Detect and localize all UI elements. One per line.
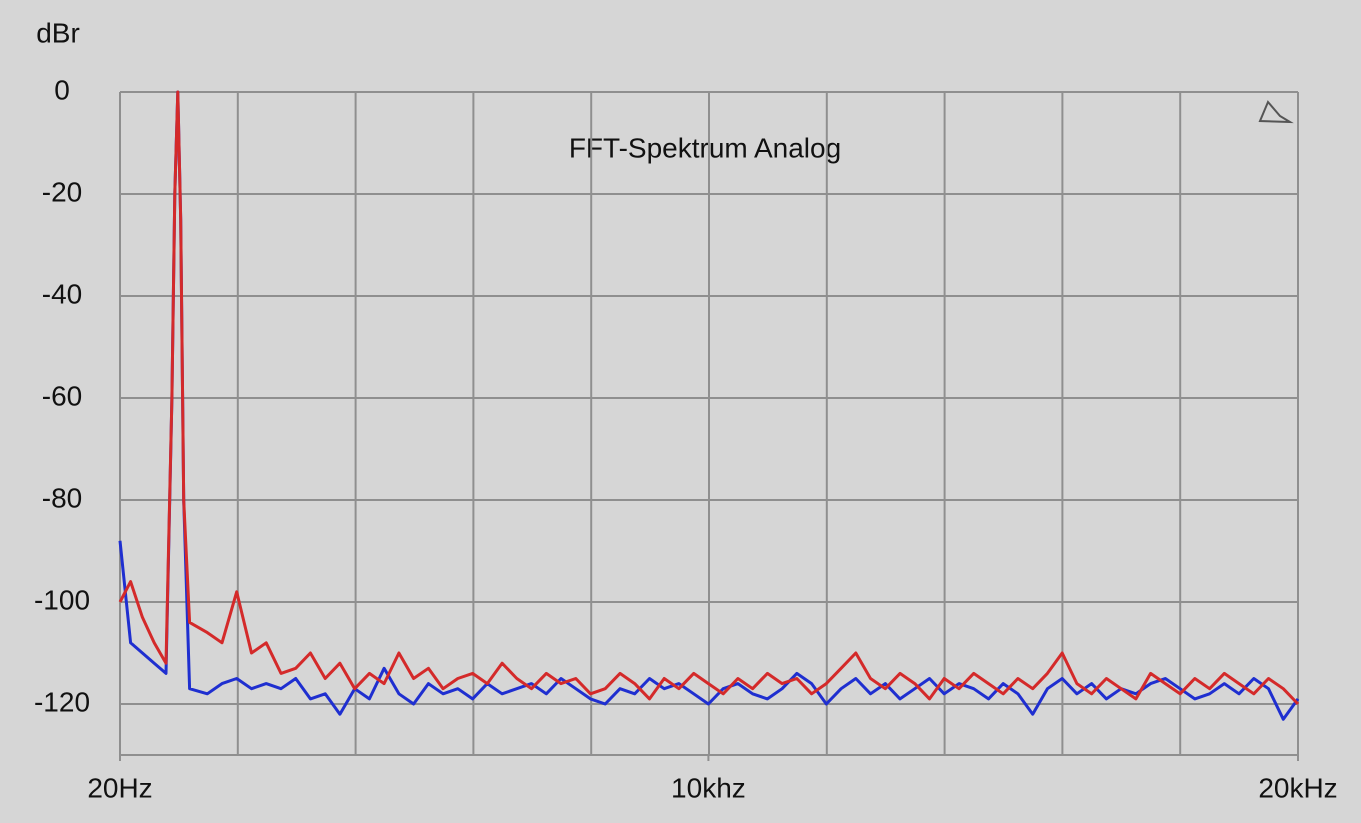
y-tick-label: -80	[42, 482, 82, 513]
y-tick-label: -20	[42, 176, 82, 207]
x-tick-label: 20Hz	[87, 772, 152, 803]
y-tick-label: -40	[42, 278, 82, 309]
corner-icon	[1258, 100, 1294, 124]
y-axis-label: dBr	[36, 17, 80, 48]
series-line	[118, 90, 1300, 706]
chart-title: FFT-Spektrum Analog	[569, 132, 841, 163]
y-tick-label: -120	[34, 686, 90, 717]
series-line	[118, 90, 1300, 721]
y-tick-label: -60	[42, 380, 82, 411]
y-tick-label: -100	[34, 584, 90, 615]
y-tick-label: 0	[54, 74, 70, 105]
x-tick-label: 10khz	[671, 772, 746, 803]
x-tick-label: 20kHz	[1258, 772, 1337, 803]
